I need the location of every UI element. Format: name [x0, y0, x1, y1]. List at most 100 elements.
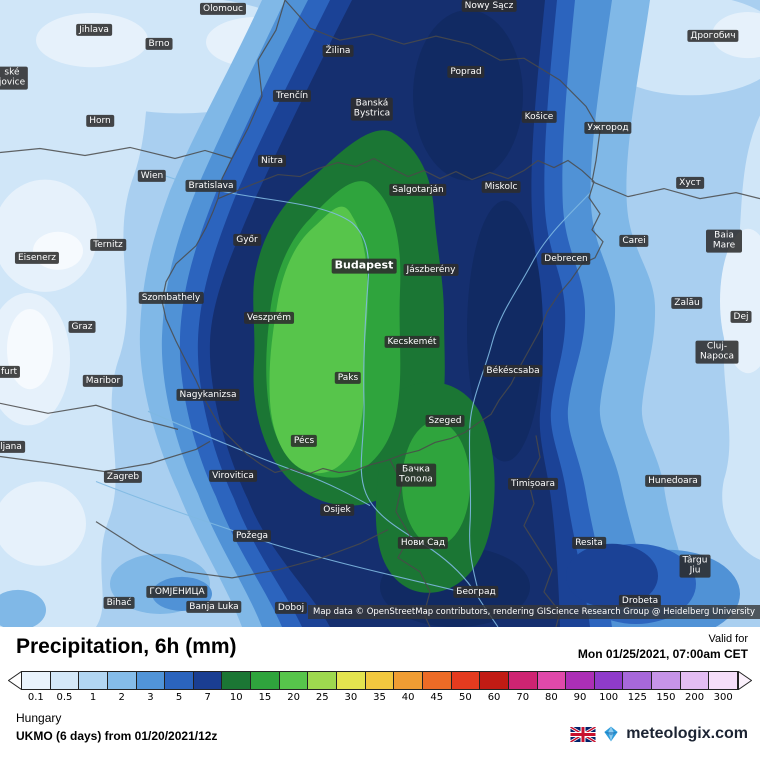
- valid-time-block: Valid for Mon 01/25/2021, 07:00am CET: [578, 633, 748, 661]
- city-label: Jászberény: [403, 263, 459, 277]
- city-label: Nagykanizsa: [176, 388, 240, 402]
- legend-cell: 45: [421, 671, 452, 703]
- city-label: Poprad: [447, 65, 485, 79]
- legend-value: 40: [401, 692, 415, 703]
- legend-cell: 50: [450, 671, 481, 703]
- city-label: ské jovice: [0, 66, 29, 90]
- legend-cell: 10: [221, 671, 252, 703]
- uk-flag-icon: [570, 726, 597, 742]
- legend-value: 30: [344, 692, 358, 703]
- legend-cell: 15: [250, 671, 280, 703]
- city-label: Drobeta: [618, 594, 662, 608]
- legend-value: 10: [229, 692, 243, 703]
- legend-cell: 100: [593, 671, 624, 703]
- city-label: Szombathely: [138, 291, 204, 305]
- legend-value: 45: [430, 692, 444, 703]
- legend-cell: 1: [78, 671, 108, 703]
- city-label: Szeged: [425, 414, 465, 428]
- legend-cell: 80: [536, 671, 567, 703]
- city-label: Timișoara: [508, 477, 558, 491]
- city-label: Бачка Топола: [396, 463, 436, 487]
- city-label: Pécs: [290, 434, 318, 448]
- city-label: Požega: [232, 529, 272, 543]
- legend-value: 70: [516, 692, 530, 703]
- city-label: Győr: [233, 233, 261, 247]
- city-label: Doboj: [274, 601, 308, 615]
- city-label: Београд: [453, 585, 499, 599]
- legend-value: 20: [287, 692, 300, 703]
- city-label: Budapest: [331, 258, 397, 274]
- legend-cell: 3: [135, 671, 166, 703]
- city-label: Nowy Sącz: [461, 0, 517, 13]
- legend-cell: 0.5: [49, 671, 80, 703]
- city-label: Veszprém: [244, 311, 294, 325]
- city-label: ljana: [0, 440, 25, 454]
- legend-cell: 25: [307, 671, 338, 703]
- brand-row[interactable]: meteologix.com: [570, 725, 748, 743]
- city-label: Maribor: [82, 374, 124, 388]
- city-label: Banja Luka: [186, 600, 242, 614]
- legend-value: 1: [89, 692, 97, 703]
- legend-value: 15: [258, 692, 272, 703]
- color-scale: 0.1 0.5 1 2 3 5 7 10 15 20 25 30 35 40 45 50 60 70 80 90 100…: [8, 671, 752, 703]
- legend-value: 125: [627, 692, 647, 703]
- city-label: Hunedoara: [645, 474, 701, 488]
- valid-datetime: Mon 01/25/2021, 07:00am CET: [577, 647, 748, 661]
- city-label: ГОМЈЕНИЦА: [146, 585, 208, 599]
- city-label: Wien: [137, 169, 167, 183]
- legend-cell: 35: [364, 671, 395, 703]
- city-label: Paks: [334, 371, 362, 385]
- panel-title: Precipitation, 6h (mm): [16, 635, 237, 658]
- legend-value: 2: [118, 692, 125, 703]
- meteologix-logo-icon: [604, 726, 618, 742]
- legend-cell: 30: [336, 671, 366, 703]
- legend-value: 50: [459, 692, 472, 703]
- city-label: Horn: [86, 114, 114, 128]
- legend-value: 7: [204, 692, 211, 703]
- city-label: Ternitz: [90, 238, 126, 252]
- legend-cell: 0.1: [21, 671, 51, 703]
- city-label: Carei: [619, 234, 649, 248]
- legend-cell: 300: [708, 671, 739, 703]
- legend-value: 90: [573, 692, 587, 703]
- city-label: Dej: [730, 310, 752, 324]
- legend-value: 0.5: [56, 692, 73, 703]
- valid-for-label: Valid for: [708, 633, 748, 645]
- city-label: Zalău: [671, 296, 703, 310]
- city-label: Eisenerz: [14, 251, 60, 265]
- legend-panel: Precipitation, 6h (mm) Valid for Mon 01/…: [0, 627, 760, 760]
- map-attribution: Map data © OpenStreetMap contributors, r…: [308, 605, 760, 619]
- city-label: Bihać: [103, 596, 135, 610]
- city-label: Нови Сад: [397, 536, 449, 550]
- city-label: Graz: [68, 320, 96, 334]
- map-canvas[interactable]: Jihlava Brno Olomouc Nowy Sącz Дрогобич ské j…: [0, 0, 760, 627]
- city-label: Хуст: [676, 176, 704, 190]
- legend-value: 35: [373, 692, 386, 703]
- legend-value: 5: [175, 692, 183, 703]
- city-label: Brno: [145, 37, 173, 51]
- legend-value: 25: [315, 692, 329, 703]
- legend-value: 80: [544, 692, 558, 703]
- city-label: Salgotarján: [389, 183, 447, 197]
- model-info: UKMO (6 days) from 01/20/2021/12z: [16, 729, 218, 743]
- city-label: Jihlava: [76, 23, 112, 37]
- legend-cell: 20: [278, 671, 309, 703]
- city-label: Trenčín: [272, 89, 312, 103]
- legend-cell: 2: [106, 671, 137, 703]
- legend-cell: 40: [393, 671, 423, 703]
- city-label: Nitra: [258, 154, 286, 168]
- city-label: Cluj-Napoca: [695, 340, 739, 364]
- city-label: Banská Bystrica: [350, 97, 394, 121]
- legend-cell: 150: [651, 671, 681, 703]
- city-label: Kecskemét: [384, 335, 440, 349]
- scale-arrow-left-icon: [8, 671, 22, 690]
- legend-value: 3: [147, 692, 154, 703]
- legend-value: 100: [599, 692, 619, 703]
- city-label: Miskolc: [481, 180, 521, 194]
- legend-value: 60: [487, 692, 501, 703]
- rivers: [95, 170, 597, 627]
- city-label: Košice: [521, 110, 557, 124]
- region-label: Hungary: [16, 711, 62, 725]
- legend-cell: 60: [479, 671, 509, 703]
